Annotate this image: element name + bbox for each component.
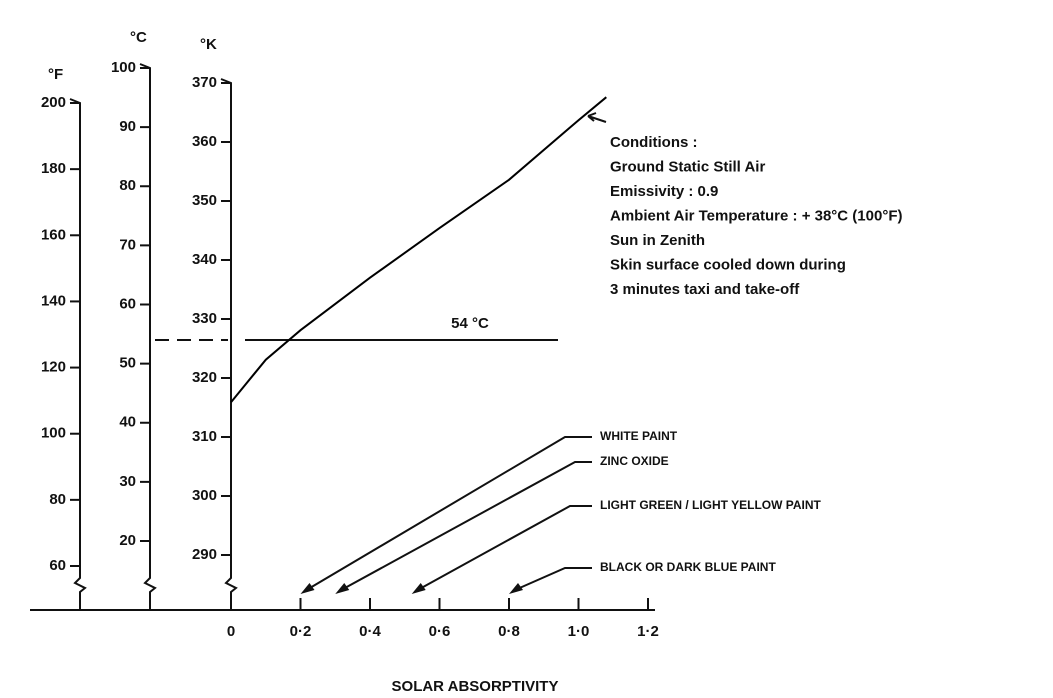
reference-label: 54 °C xyxy=(451,315,489,332)
conditions-leader xyxy=(587,112,607,123)
condition-text: Emissivity : 0.9 xyxy=(610,183,718,200)
x-tick-label: 1·0 xyxy=(568,623,590,640)
material-leader xyxy=(340,461,592,591)
y-tick-label: 90 xyxy=(119,118,136,135)
y-tick-label: 80 xyxy=(119,177,136,194)
condition-text: Ground Static Still Air xyxy=(610,158,765,175)
y-tick-label: 40 xyxy=(119,414,136,431)
y-tick-label: 320 xyxy=(192,369,217,386)
material-leader xyxy=(514,567,592,591)
y-tick-label: 50 xyxy=(119,355,136,372)
condition-text: 3 minutes taxi and take-off xyxy=(610,281,800,298)
material-label: ZINC OXIDE xyxy=(600,454,669,468)
y-tick-label: 60 xyxy=(49,557,66,574)
curve xyxy=(230,96,607,403)
x-axis-title: SOLAR ABSORPTIVITY xyxy=(392,678,559,695)
y-tick-label: 30 xyxy=(119,473,136,490)
x-tick-label: 0 xyxy=(227,623,235,640)
y-tick-label: 140 xyxy=(41,292,66,309)
material-arrow xyxy=(335,583,350,594)
y-tick-label: 180 xyxy=(41,160,66,177)
y-tick-label: 60 xyxy=(119,295,136,312)
y-tick-label: 20 xyxy=(119,532,136,549)
material-arrow xyxy=(411,583,426,594)
y-tick-label: 100 xyxy=(41,425,66,442)
y-axis-title: °F xyxy=(48,66,63,83)
condition-text: Conditions : xyxy=(610,134,697,151)
y-tick-label: 330 xyxy=(192,310,217,327)
y-axis-title: °K xyxy=(200,36,217,53)
y-tick-label: 200 xyxy=(41,94,66,111)
y-tick-label: 360 xyxy=(192,133,217,150)
y-tick-label: 310 xyxy=(192,428,217,445)
y-tick-label: 370 xyxy=(192,74,217,91)
y-tick-label: 70 xyxy=(119,236,136,253)
x-tick-label: 0·6 xyxy=(429,623,451,640)
condition-text: Skin surface cooled down during xyxy=(610,256,846,273)
material-label: WHITE PAINT xyxy=(600,429,678,443)
y-tick-label: 350 xyxy=(192,192,217,209)
material-arrow xyxy=(509,583,523,594)
material-leader xyxy=(305,436,592,591)
x-tick-label: 0·4 xyxy=(359,623,381,640)
x-tick-label: 0·8 xyxy=(498,623,520,640)
condition-text: Ambient Air Temperature : + 38°C (100°F) xyxy=(610,207,903,224)
y-tick-label: 160 xyxy=(41,226,66,243)
y-tick-label: 120 xyxy=(41,359,66,376)
y-tick-label: 80 xyxy=(49,491,66,508)
material-leader xyxy=(417,505,592,591)
y-tick-label: 340 xyxy=(192,251,217,268)
x-tick-label: 1·2 xyxy=(637,623,659,640)
condition-text: Sun in Zenith xyxy=(610,232,705,249)
y-tick-label: 300 xyxy=(192,487,217,504)
y-tick-label: 100 xyxy=(111,59,136,76)
material-arrow xyxy=(300,583,315,594)
x-tick-label: 0·2 xyxy=(290,623,312,640)
y-tick-label: 290 xyxy=(192,546,217,563)
y-axis-title: °C xyxy=(130,29,147,46)
material-label: LIGHT GREEN / LIGHT YELLOW PAINT xyxy=(600,498,822,512)
material-label: BLACK OR DARK BLUE PAINT xyxy=(600,560,776,574)
